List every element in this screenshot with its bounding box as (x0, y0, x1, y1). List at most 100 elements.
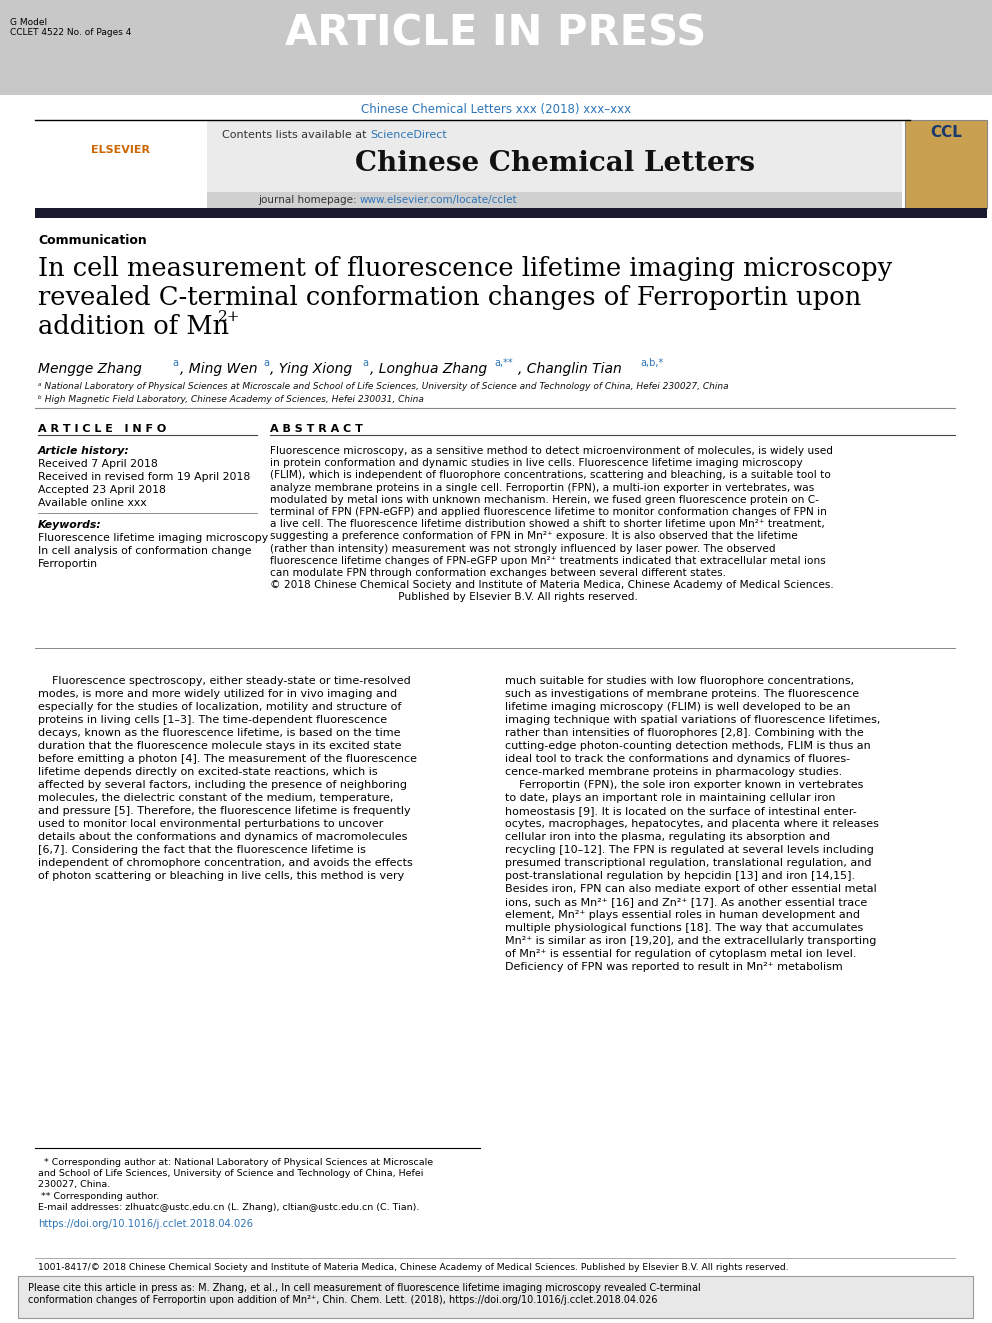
Text: used to monitor local environmental perturbations to uncover: used to monitor local environmental pert… (38, 819, 383, 830)
Text: imaging technique with spatial variations of fluorescence lifetimes,: imaging technique with spatial variation… (505, 714, 880, 725)
Text: lifetime imaging microscopy (FLIM) is well developed to be an: lifetime imaging microscopy (FLIM) is we… (505, 703, 850, 712)
Text: before emitting a photon [4]. The measurement of the fluorescence: before emitting a photon [4]. The measur… (38, 754, 417, 763)
Text: duration that the fluorescence molecule stays in its excited state: duration that the fluorescence molecule … (38, 741, 402, 751)
Text: a,**: a,** (494, 359, 513, 368)
Text: independent of chromophore concentration, and avoids the effects: independent of chromophore concentration… (38, 859, 413, 868)
Text: A R T I C L E   I N F O: A R T I C L E I N F O (38, 423, 167, 434)
Text: Chinese Chemical Letters: Chinese Chemical Letters (355, 149, 755, 177)
Text: modulated by metal ions with unknown mechanism. Herein, we fused green fluoresce: modulated by metal ions with unknown mec… (270, 495, 818, 505)
Text: ions, such as Mn²⁺ [16] and Zn²⁺ [17]. As another essential trace: ions, such as Mn²⁺ [16] and Zn²⁺ [17]. A… (505, 897, 867, 908)
Text: cence-marked membrane proteins in pharmacology studies.: cence-marked membrane proteins in pharma… (505, 767, 842, 777)
Text: Communication: Communication (38, 234, 147, 247)
FancyBboxPatch shape (18, 1275, 973, 1318)
Text: Contents lists available at: Contents lists available at (222, 130, 370, 140)
Text: in protein conformation and dynamic studies in live cells. Fluorescence lifetime: in protein conformation and dynamic stud… (270, 458, 803, 468)
Text: recycling [10–12]. The FPN is regulated at several levels including: recycling [10–12]. The FPN is regulated … (505, 845, 874, 855)
Text: , Ying Xiong: , Ying Xiong (270, 363, 352, 376)
Text: , Longhua Zhang: , Longhua Zhang (370, 363, 487, 376)
Text: 2+: 2+ (218, 310, 240, 324)
Text: a live cell. The fluorescence lifetime distribution showed a shift to shorter li: a live cell. The fluorescence lifetime d… (270, 519, 824, 529)
Text: of Mn²⁺ is essential for regulation of cytoplasm metal ion level.: of Mn²⁺ is essential for regulation of c… (505, 949, 856, 959)
Text: * Corresponding author at: National Laboratory of Physical Sciences at Microscal: * Corresponding author at: National Labo… (38, 1158, 434, 1167)
Text: G Model: G Model (10, 19, 48, 26)
Text: a: a (263, 359, 269, 368)
Text: of photon scattering or bleaching in live cells, this method is very: of photon scattering or bleaching in liv… (38, 871, 405, 881)
Text: especially for the studies of localization, motility and structure of: especially for the studies of localizati… (38, 703, 402, 712)
FancyBboxPatch shape (207, 120, 902, 208)
Text: , Changlin Tian: , Changlin Tian (518, 363, 622, 376)
Text: Fluorescence microscopy, as a sensitive method to detect microenvironment of mol: Fluorescence microscopy, as a sensitive … (270, 446, 833, 456)
Text: Available online xxx: Available online xxx (38, 497, 147, 508)
Text: Deficiency of FPN was reported to result in Mn²⁺ metabolism: Deficiency of FPN was reported to result… (505, 962, 843, 972)
Text: Received in revised form 19 April 2018: Received in revised form 19 April 2018 (38, 472, 250, 482)
Text: Received 7 April 2018: Received 7 April 2018 (38, 459, 158, 468)
Text: Besides iron, FPN can also mediate export of other essential metal: Besides iron, FPN can also mediate expor… (505, 884, 877, 894)
Text: In cell analysis of conformation change: In cell analysis of conformation change (38, 546, 252, 556)
Text: conformation changes of Ferroportin upon addition of Mn²⁺, Chin. Chem. Lett. (20: conformation changes of Ferroportin upon… (28, 1295, 658, 1304)
Text: Mengge Zhang: Mengge Zhang (38, 363, 142, 376)
Text: 230027, China.: 230027, China. (38, 1180, 110, 1189)
Text: Published by Elsevier B.V. All rights reserved.: Published by Elsevier B.V. All rights re… (270, 593, 638, 602)
FancyBboxPatch shape (207, 192, 902, 208)
Text: Mn²⁺ is similar as iron [19,20], and the extracellularly transporting: Mn²⁺ is similar as iron [19,20], and the… (505, 935, 876, 946)
Text: Fluorescence spectroscopy, either steady-state or time-resolved: Fluorescence spectroscopy, either steady… (38, 676, 411, 687)
Text: affected by several factors, including the presence of neighboring: affected by several factors, including t… (38, 781, 407, 790)
Text: post-translational regulation by hepcidin [13] and iron [14,15].: post-translational regulation by hepcidi… (505, 871, 855, 881)
Text: suggesting a preference conformation of FPN in Mn²⁺ exposure. It is also observe: suggesting a preference conformation of … (270, 532, 798, 541)
Text: ideal tool to track the conformations and dynamics of fluores-: ideal tool to track the conformations an… (505, 754, 850, 763)
Text: can modulate FPN through conformation exchanges between several different states: can modulate FPN through conformation ex… (270, 568, 726, 578)
Text: such as investigations of membrane proteins. The fluorescence: such as investigations of membrane prote… (505, 689, 859, 699)
Text: journal homepage:: journal homepage: (258, 194, 360, 205)
Text: lifetime depends directly on excited-state reactions, which is: lifetime depends directly on excited-sta… (38, 767, 378, 777)
Text: to date, plays an important role in maintaining cellular iron: to date, plays an important role in main… (505, 792, 835, 803)
Text: (FLIM), which is independent of fluorophore concentrations, scattering and bleac: (FLIM), which is independent of fluoroph… (270, 471, 831, 480)
Text: Ferroportin: Ferroportin (38, 560, 98, 569)
Text: Chinese Chemical Letters xxx (2018) xxx–xxx: Chinese Chemical Letters xxx (2018) xxx–… (361, 103, 631, 116)
Text: details about the conformations and dynamics of macromolecules: details about the conformations and dyna… (38, 832, 408, 841)
Text: Accepted 23 April 2018: Accepted 23 April 2018 (38, 486, 166, 495)
FancyBboxPatch shape (0, 0, 992, 95)
Text: homeostasis [9]. It is located on the surface of intestinal enter-: homeostasis [9]. It is located on the su… (505, 806, 857, 816)
Text: CCLET 4522 No. of Pages 4: CCLET 4522 No. of Pages 4 (10, 28, 131, 37)
Text: decays, known as the fluorescence lifetime, is based on the time: decays, known as the fluorescence lifeti… (38, 728, 401, 738)
Text: ᵇ High Magnetic Field Laboratory, Chinese Academy of Sciences, Hefei 230031, Chi: ᵇ High Magnetic Field Laboratory, Chines… (38, 396, 424, 404)
Text: addition of Mn: addition of Mn (38, 314, 229, 339)
Text: Keywords:: Keywords: (38, 520, 102, 531)
FancyBboxPatch shape (35, 120, 205, 208)
Text: Ferroportin (FPN), the sole iron exporter known in vertebrates: Ferroportin (FPN), the sole iron exporte… (505, 781, 863, 790)
Text: ᵃ National Laboratory of Physical Sciences at Microscale and School of Life Scie: ᵃ National Laboratory of Physical Scienc… (38, 382, 729, 392)
Text: www.elsevier.com/locate/cclet: www.elsevier.com/locate/cclet (360, 194, 518, 205)
Text: E-mail addresses: zlhuatc@ustc.edu.cn (L. Zhang), cltian@ustc.edu.cn (C. Tian).: E-mail addresses: zlhuatc@ustc.edu.cn (L… (38, 1203, 420, 1212)
Text: molecules, the dielectric constant of the medium, temperature,: molecules, the dielectric constant of th… (38, 792, 394, 803)
Text: ELSEVIER: ELSEVIER (90, 146, 150, 155)
Text: proteins in living cells [1–3]. The time-dependent fluorescence: proteins in living cells [1–3]. The time… (38, 714, 387, 725)
Text: [6,7]. Considering the fact that the fluorescence lifetime is: [6,7]. Considering the fact that the flu… (38, 845, 366, 855)
Text: , Ming Wen: , Ming Wen (180, 363, 258, 376)
Text: a: a (172, 359, 178, 368)
Text: cellular iron into the plasma, regulating its absorption and: cellular iron into the plasma, regulatin… (505, 832, 830, 841)
FancyBboxPatch shape (35, 208, 987, 218)
Text: Article history:: Article history: (38, 446, 130, 456)
Text: and School of Life Sciences, University of Science and Technology of China, Hefe: and School of Life Sciences, University … (38, 1170, 424, 1179)
Text: a,b,*: a,b,* (640, 359, 664, 368)
Text: revealed C-terminal conformation changes of Ferroportin upon: revealed C-terminal conformation changes… (38, 284, 861, 310)
Text: analyze membrane proteins in a single cell. Ferroportin (FPN), a multi-ion expor: analyze membrane proteins in a single ce… (270, 483, 814, 492)
Text: Please cite this article in press as: M. Zhang, et al., In cell measurement of f: Please cite this article in press as: M.… (28, 1283, 700, 1293)
Text: cutting-edge photon-counting detection methods, FLIM is thus an: cutting-edge photon-counting detection m… (505, 741, 871, 751)
Text: rather than intensities of fluorophores [2,8]. Combining with the: rather than intensities of fluorophores … (505, 728, 864, 738)
Text: fluorescence lifetime changes of FPN-eGFP upon Mn²⁺ treatments indicated that ex: fluorescence lifetime changes of FPN-eGF… (270, 556, 825, 566)
Text: ocytes, macrophages, hepatocytes, and placenta where it releases: ocytes, macrophages, hepatocytes, and pl… (505, 819, 879, 830)
Text: element, Mn²⁺ plays essential roles in human development and: element, Mn²⁺ plays essential roles in h… (505, 910, 860, 919)
Text: 1001-8417/© 2018 Chinese Chemical Society and Institute of Materia Medica, Chine: 1001-8417/© 2018 Chinese Chemical Societ… (38, 1263, 789, 1271)
Text: In cell measurement of fluorescence lifetime imaging microscopy: In cell measurement of fluorescence life… (38, 255, 892, 280)
Text: © 2018 Chinese Chemical Society and Institute of Materia Medica, Chinese Academy: © 2018 Chinese Chemical Society and Inst… (270, 581, 833, 590)
FancyBboxPatch shape (905, 120, 987, 208)
Text: much suitable for studies with low fluorophore concentrations,: much suitable for studies with low fluor… (505, 676, 854, 687)
Text: ScienceDirect: ScienceDirect (370, 130, 446, 140)
Text: (rather than intensity) measurement was not strongly influenced by laser power. : (rather than intensity) measurement was … (270, 544, 776, 553)
Text: Fluorescence lifetime imaging microscopy: Fluorescence lifetime imaging microscopy (38, 533, 268, 542)
Text: ARTICLE IN PRESS: ARTICLE IN PRESS (286, 12, 706, 54)
Text: presumed transcriptional regulation, translational regulation, and: presumed transcriptional regulation, tra… (505, 859, 872, 868)
Text: and pressure [5]. Therefore, the fluorescence lifetime is frequently: and pressure [5]. Therefore, the fluores… (38, 806, 411, 816)
Text: terminal of FPN (FPN-eGFP) and applied fluorescence lifetime to monitor conforma: terminal of FPN (FPN-eGFP) and applied f… (270, 507, 827, 517)
